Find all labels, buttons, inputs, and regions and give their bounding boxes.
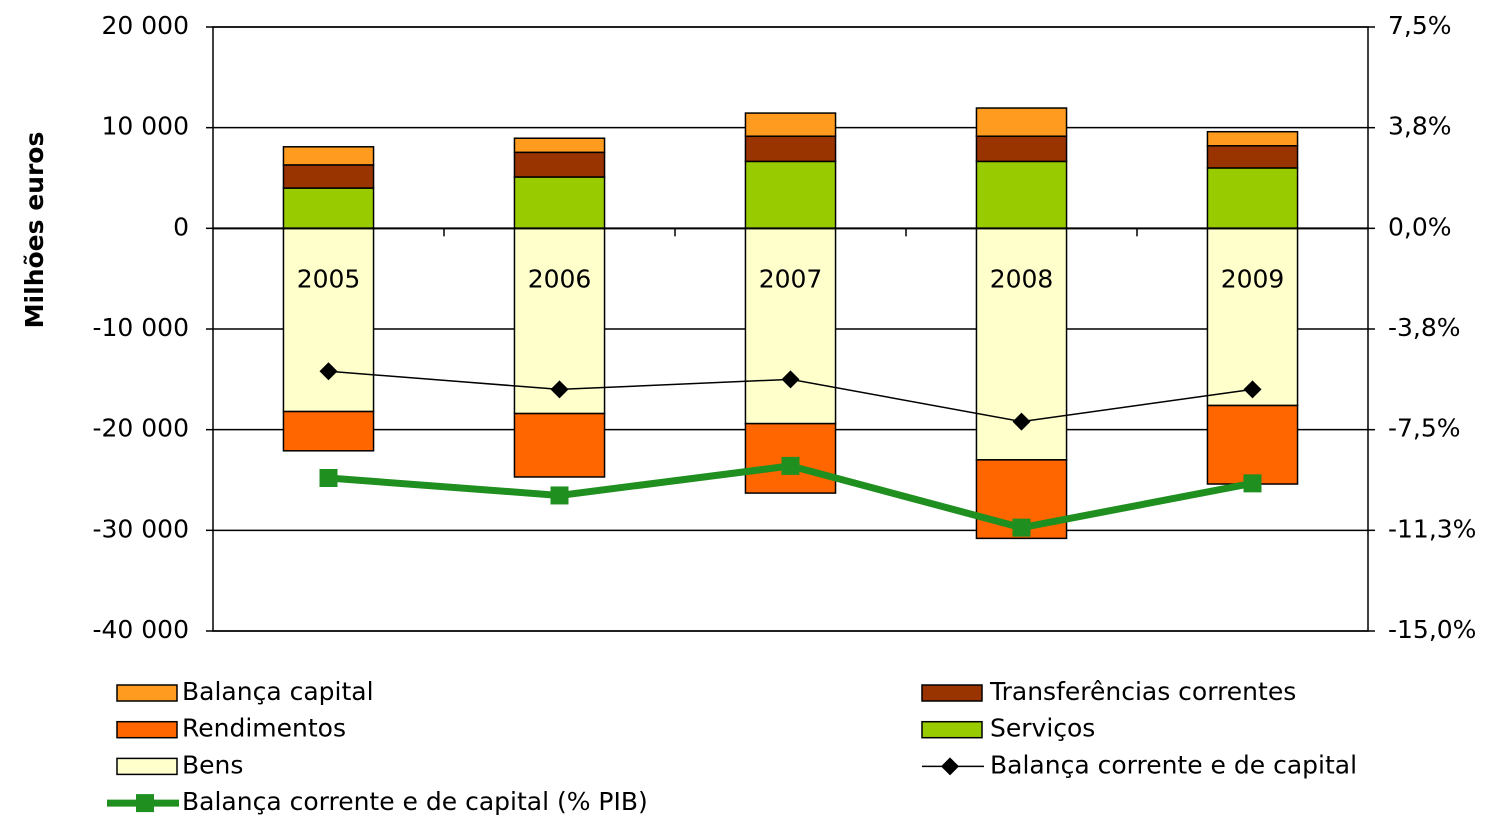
bar [744, 227, 837, 425]
point [1012, 412, 1031, 431]
legend-label: Balança corrente e de capital [990, 750, 1357, 779]
y-tick-label: 10 000 [102, 112, 189, 141]
y-tick-label: -30 000 [93, 514, 190, 543]
legend-swatch [921, 720, 983, 739]
bar [975, 107, 1068, 137]
point [319, 468, 338, 487]
y2-tick-label: -11,3% [1388, 514, 1476, 543]
y2-tick-label: 7,5% [1388, 11, 1452, 40]
bar [744, 112, 837, 137]
point [781, 456, 800, 475]
x-tick-label: 2006 [528, 264, 592, 293]
bar [975, 160, 1068, 230]
y2-tick-label: -7,5% [1388, 414, 1461, 443]
bar [1206, 404, 1299, 485]
legend-swatch [921, 684, 983, 702]
y-tick-label: -10 000 [93, 313, 190, 342]
bar [513, 176, 606, 230]
y-tick-label: -20 000 [93, 414, 190, 443]
plot-frame [212, 26, 1369, 632]
bar [513, 412, 606, 478]
bar [744, 135, 837, 163]
point [781, 370, 800, 389]
x-tick-label: 2009 [1221, 264, 1285, 293]
y2-tick-label: 0,0% [1388, 212, 1452, 241]
y-tick-label: 20 000 [102, 11, 189, 40]
bar [282, 227, 375, 413]
point [1243, 380, 1262, 399]
point [1243, 474, 1262, 493]
bar [513, 151, 606, 178]
point [319, 362, 338, 381]
x-tick-label: 2005 [297, 264, 361, 293]
point [550, 380, 569, 399]
legend-label: Balança capital [182, 677, 374, 706]
y-tick-label: 0 [173, 212, 189, 241]
point [550, 486, 569, 505]
y2-tick-label: -3,8% [1388, 313, 1461, 342]
legend-label: Balança corrente e de capital (% PIB) [182, 787, 648, 816]
legend-swatch [116, 757, 178, 776]
x-tick-label: 2007 [759, 264, 823, 293]
bar [1206, 227, 1299, 407]
bar [282, 410, 375, 452]
bar [1206, 167, 1299, 230]
legend-label: Serviços [990, 714, 1095, 743]
y2-tick-label: -15,0% [1388, 615, 1476, 644]
bar [282, 164, 375, 189]
bar [1206, 130, 1299, 147]
point [1012, 518, 1031, 537]
x-tick-label: 2008 [990, 264, 1054, 293]
point [136, 794, 154, 813]
legend-swatch [116, 720, 178, 739]
legend-label: Transferências correntes [989, 677, 1296, 706]
y2-tick-label: 3,8% [1388, 112, 1452, 141]
bar [513, 137, 606, 154]
legend-label: Rendimentos [182, 714, 346, 743]
legend-label: Bens [182, 750, 243, 779]
point [941, 757, 959, 776]
bar [282, 146, 375, 166]
bar [975, 135, 1068, 163]
y-tick-label: -40 000 [93, 615, 190, 644]
bar [1206, 145, 1299, 169]
legend-swatch [116, 684, 178, 702]
bar [744, 160, 837, 230]
y-axis-label: Milhões euros [20, 132, 49, 329]
bar [282, 187, 375, 230]
